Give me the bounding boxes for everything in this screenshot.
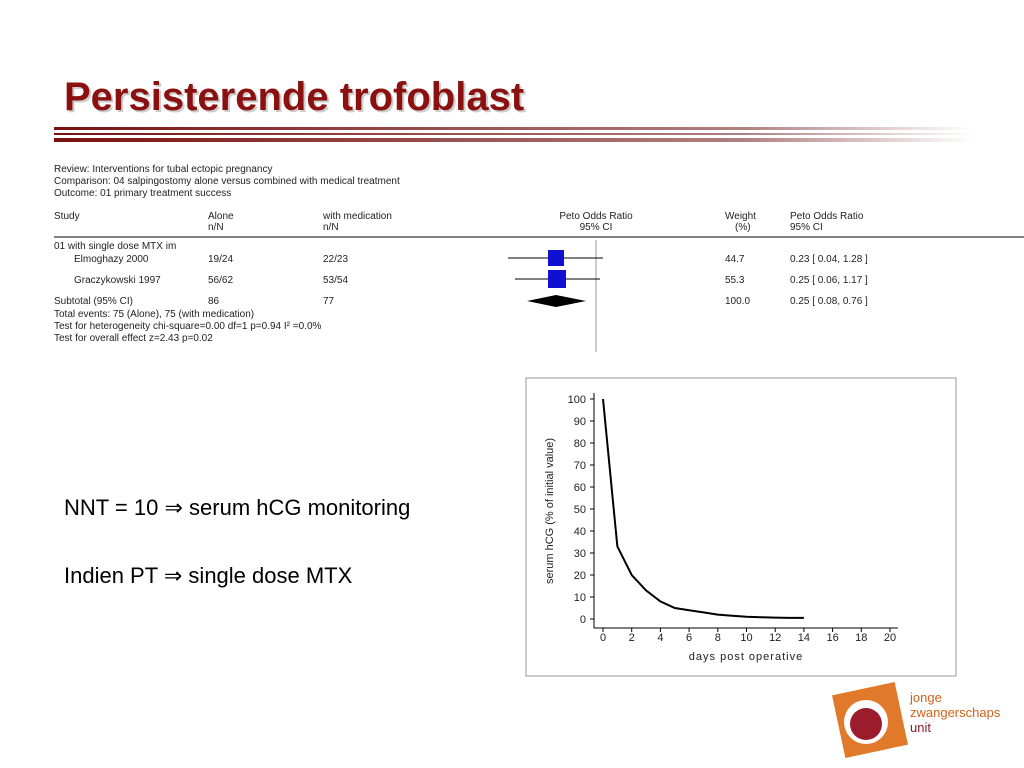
x-tick-label: 10 <box>740 632 752 644</box>
square <box>548 270 566 288</box>
x-tick-label: 0 <box>600 632 606 644</box>
fp-text: 0.23 [ 0.04, 1.28 ] <box>790 254 868 265</box>
fp-text: 0.25 [ 0.08, 0.76 ] <box>790 296 868 307</box>
x-tick-label: 8 <box>715 632 721 644</box>
square <box>548 250 564 266</box>
fp-text: 56/62 <box>208 275 233 286</box>
chart-frame <box>525 377 957 677</box>
x-tick-label: 18 <box>855 632 867 644</box>
rule <box>54 133 974 135</box>
logo-text: unit <box>910 720 931 735</box>
fp-text: Comparison: 04 salpingostomy alone versu… <box>54 176 400 187</box>
y-axis-label: serum hCG (% of initial value) <box>544 438 556 584</box>
fp-text: Weight <box>725 211 756 222</box>
x-axis-label: days post operative <box>689 651 803 663</box>
fp-text: 53/54 <box>323 275 348 286</box>
x-tick-label: 12 <box>769 632 781 644</box>
fp-text: 01 with single dose MTX im <box>54 241 176 252</box>
diamond <box>527 295 586 307</box>
fp-text: 86 <box>208 296 220 307</box>
title: Persisterende trofoblast <box>64 75 524 119</box>
y-tick-label: 0 <box>580 614 586 626</box>
fp-text: 100.0 <box>725 296 750 307</box>
x-tick-label: 14 <box>798 632 810 644</box>
fp-text: 0.25 [ 0.06, 1.17 ] <box>790 275 868 286</box>
logo-figure <box>850 708 882 740</box>
y-tick-label: 100 <box>568 394 586 406</box>
y-tick-label: 20 <box>574 570 586 582</box>
fp-text: (%) <box>735 222 751 233</box>
fp-text: 95% CI <box>580 222 613 233</box>
rule <box>54 127 974 130</box>
chart: 0 10 20 30 40 50 60 70 80 90 100 0 2 4 6 8 10 12 14 16 18 20 d… <box>544 393 898 663</box>
fp-text: with medication <box>322 211 392 222</box>
bullet: NNT = 10 ⇒ serum hCG monitoring <box>64 495 410 520</box>
y-tick-label: 90 <box>574 416 586 428</box>
y-tick-label: 80 <box>574 438 586 450</box>
fp-text: Outcome: 01 primary treatment success <box>54 188 231 199</box>
x-tick-label: 4 <box>657 632 663 644</box>
bullet: Indien PT ⇒ single dose MTX <box>64 563 353 588</box>
fp-text: Alone <box>208 211 234 222</box>
fp-text: Review: Interventions for tubal ectopic … <box>54 164 272 175</box>
fp-text: 55.3 <box>725 275 745 286</box>
x-tick-label: 6 <box>686 632 692 644</box>
fp-text: Test for heterogeneity chi-square=0.00 d… <box>54 321 322 332</box>
forest-marks <box>54 236 1024 352</box>
fp-text: n/N <box>208 222 224 233</box>
fp-text: Test for overall effect z=2.43 p=0.02 <box>54 333 213 344</box>
y-tick-label: 10 <box>574 592 586 604</box>
fp-text: 19/24 <box>208 254 233 265</box>
logo: jonge zwangerschaps unit <box>832 682 1001 758</box>
rule <box>54 138 974 142</box>
fp-text: n/N <box>323 222 339 233</box>
y-tick-label: 70 <box>574 460 586 472</box>
fp-text: Elmoghazy 2000 <box>74 254 149 265</box>
y-tick-label: 30 <box>574 548 586 560</box>
forest-plot: Review: Interventions for tubal ectopic … <box>54 164 868 344</box>
fp-text: 44.7 <box>725 254 745 265</box>
x-tick-label: 2 <box>629 632 635 644</box>
fp-text: Study <box>54 211 80 222</box>
fp-text: 77 <box>323 296 335 307</box>
y-tick-label: 40 <box>574 526 586 538</box>
logo-text: zwangerschaps <box>910 705 1001 720</box>
y-tick-label: 60 <box>574 482 586 494</box>
data-line <box>602 398 804 619</box>
x-tick-label: 20 <box>884 632 896 644</box>
logo-text: jonge <box>909 690 942 705</box>
fp-text: Peto Odds Ratio <box>790 211 864 222</box>
fp-text: Total events: 75 (Alone), 75 (with medic… <box>54 309 254 320</box>
fp-text: Subtotal (95% CI) <box>54 296 133 307</box>
x-tick-label: 16 <box>826 632 838 644</box>
title-shadow: Persisterende trofoblast <box>66 77 526 121</box>
fp-text: 22/23 <box>323 254 348 265</box>
fp-text: Peto Odds Ratio <box>559 211 633 222</box>
y-tick-label: 50 <box>574 504 586 516</box>
fp-text: 95% CI <box>790 222 823 233</box>
fp-text: Graczykowski 1997 <box>74 275 161 286</box>
